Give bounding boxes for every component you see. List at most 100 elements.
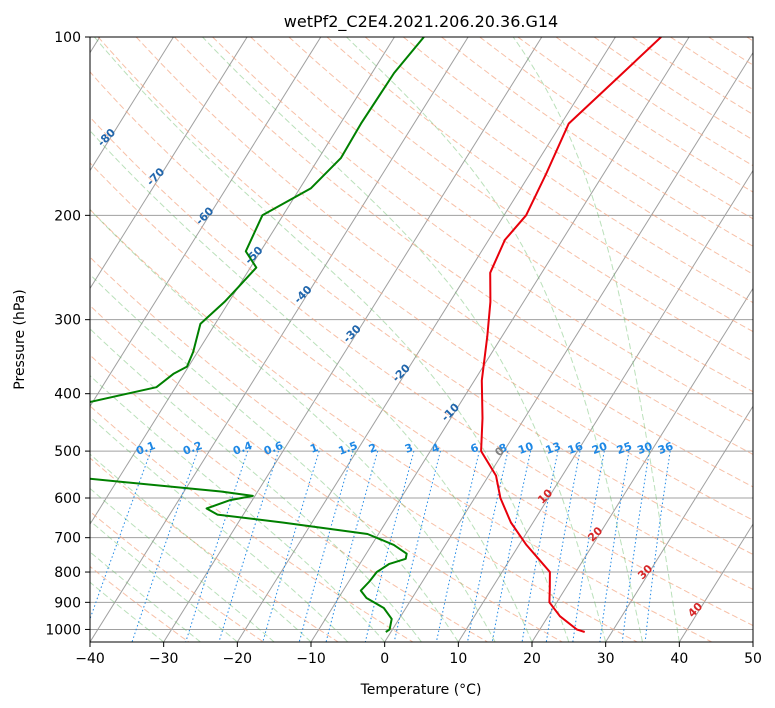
dewpoint-line: [90, 37, 425, 404]
mixing-ratio-line: [131, 450, 199, 642]
mixing-ratio-label: 1: [308, 441, 320, 456]
mixing-ratio-label: 1.5: [337, 439, 360, 458]
plot-area: 0.1 0.2 0.4 0.6 1 1.5 2 3 4 6 8 10 13 16 20 25 30 36-100-…: [0, 37, 753, 642]
mixing-ratio-label: 3: [403, 441, 415, 456]
moist-adiabat-line: [90, 129, 533, 642]
isotherm-line: [90, 37, 322, 408]
x-tick-label: 30: [597, 651, 615, 667]
dry-adiabat-line: [90, 71, 753, 555]
dry-adiabat-line: [250, 37, 753, 393]
mixing-ratio-line: [599, 451, 630, 642]
dry-adiabat-line: [364, 37, 753, 304]
x-tick-label: 20: [523, 651, 541, 667]
isotherm-line: [605, 405, 753, 642]
dry-adiabat-line: [97, 37, 753, 521]
mixing-ratio-label: 6: [469, 441, 481, 456]
moist-adiabat-line: [90, 453, 312, 642]
mixing-ratio-line: [298, 450, 354, 642]
moist-adiabat-line: [90, 487, 275, 642]
isotherm-label: -80: [95, 126, 118, 149]
mixing-ratio-line: [491, 450, 532, 642]
dry-adiabat-line: [90, 354, 489, 642]
dry-adiabat-line: [90, 510, 265, 642]
isotherm-line: [163, 37, 543, 642]
mixing-ratio-line: [621, 451, 650, 642]
x-tick-label: −10: [296, 651, 326, 667]
x-tick-label: −30: [149, 651, 179, 667]
isotherm-label: -40: [291, 283, 314, 306]
dewpoint-line: [90, 477, 408, 633]
plot-frame: [89, 36, 754, 643]
dry-adiabat-line: [670, 37, 753, 91]
isotherm-label: -100: [0, 44, 23, 73]
y-tick-label: 400: [54, 387, 81, 403]
mixing-ratio-line: [521, 451, 559, 642]
isotherm-line: [678, 523, 753, 642]
x-tick-label: 10: [449, 651, 467, 667]
isotherm-line: [384, 51, 753, 642]
isotherm-line: [531, 287, 753, 642]
mixing-ratio-line: [262, 450, 320, 642]
x-tick-label: 0: [380, 651, 389, 667]
isotherm-label: 20: [585, 524, 605, 544]
y-axis-label: Pressure (hPa): [12, 289, 28, 389]
dry-adiabat-line: [90, 457, 340, 642]
mixing-ratio-label: 10: [516, 440, 535, 458]
x-tick-label: −40: [75, 651, 105, 667]
y-tick-label: 900: [54, 595, 81, 611]
dry-adiabat-line: [90, 304, 564, 642]
y-tick-label: 300: [54, 313, 81, 329]
isotherm-label: -10: [439, 401, 462, 424]
isotherm-line: [310, 37, 690, 642]
y-axis: 100 200 300 400 500 600 700 800 900 1000: [45, 30, 90, 638]
mixing-ratio-line: [435, 450, 480, 642]
moist-adiabat-line: [346, 37, 643, 642]
isotherm-label: 10: [535, 486, 555, 506]
dry-adiabat-line: [90, 256, 639, 642]
isotherm-line: [90, 37, 248, 290]
x-axis: −40 −30 −20 −10 0 10 20 30 40 50: [75, 642, 762, 667]
mixing-ratio-label: 0.4: [231, 439, 254, 458]
dry-adiabat-line: [708, 37, 753, 66]
mixing-ratio-line: [185, 450, 249, 642]
mixing-ratio-label: 25: [615, 440, 634, 457]
moist-adiabat-line: [90, 581, 164, 642]
dry-adiabat-line: [555, 37, 753, 167]
dry-adiabat-line: [326, 37, 753, 333]
moist-adiabat-line: [90, 374, 386, 642]
mixing-ratio-label: 0.6: [262, 439, 285, 458]
temperature-line: [480, 37, 662, 633]
dry-adiabat-line: [212, 37, 753, 424]
moist-adiabat-line: [90, 273, 459, 642]
moist-adiabat-line: [90, 209, 496, 642]
chart-title: wetPf2_C2E4.2021.206.20.36.G14: [284, 12, 558, 32]
y-tick-label: 100: [54, 30, 81, 46]
mixing-ratio-line: [545, 451, 581, 642]
dry-adiabat-line: [90, 162, 753, 627]
dry-adiabat-line: [402, 37, 753, 275]
x-axis-label: Temperature (°C): [360, 682, 482, 698]
y-tick-label: 800: [54, 565, 81, 581]
isotherm-line: [90, 37, 395, 526]
isotherm-label: -90: [46, 86, 69, 109]
profiles: [90, 37, 662, 633]
moist-adiabat-line: [512, 37, 680, 642]
mixing-ratio-line: [393, 450, 441, 642]
mixing-ratio-label: 0.1: [134, 439, 157, 458]
moist-adiabat-line: [94, 37, 570, 642]
moist-adiabat-line: [90, 416, 349, 642]
isotherm-label: -60: [193, 204, 216, 227]
isotherm-line: [90, 37, 174, 172]
moist-adiabat-line: [90, 328, 422, 642]
dry-adiabat-line: [632, 37, 753, 116]
y-tick-label: 500: [54, 444, 81, 460]
mixing-ratio-label: 36: [656, 440, 675, 458]
moist-adiabat-line: [90, 551, 201, 642]
moist-adiabat-line: [90, 520, 238, 642]
isotherm-line: [236, 37, 616, 642]
mixing-ratio-label: 2: [367, 441, 379, 456]
isotherm-line: [752, 641, 753, 642]
dry-adiabat-line: [90, 208, 713, 642]
y-tick-label: 1000: [45, 622, 81, 638]
